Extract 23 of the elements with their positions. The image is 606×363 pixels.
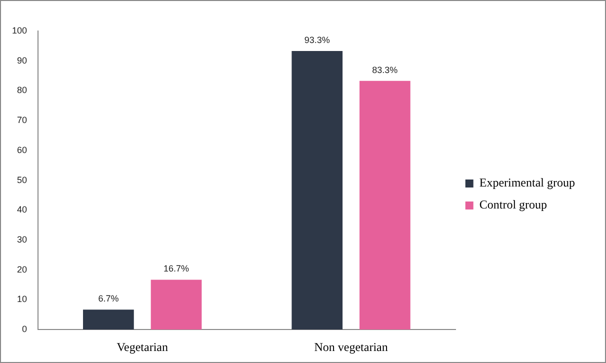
y-tick-label: 80 <box>17 85 28 96</box>
bar <box>360 80 410 330</box>
legend-label: Control group <box>479 198 548 212</box>
x-tick-label: Vegetarian <box>116 340 168 354</box>
y-tick-label: 50 <box>17 174 28 185</box>
bar <box>83 310 134 330</box>
y-tick-label: 100 <box>12 25 28 36</box>
y-tick-label: 0 <box>22 324 28 334</box>
y-tick-label: 30 <box>17 234 28 245</box>
legend-label: Experimental group <box>479 176 576 190</box>
y-tick-label: 70 <box>17 115 28 126</box>
y-tick-label: 20 <box>17 264 28 274</box>
y-tick-label: 10 <box>17 294 28 304</box>
data-label: 93.3% <box>304 34 330 45</box>
data-label: 6.7% <box>98 294 119 304</box>
bar <box>150 280 202 330</box>
x-tick-label: Non vegetarian <box>314 340 388 354</box>
y-tick-label: 90 <box>17 55 28 66</box>
data-label: 83.3% <box>372 64 398 75</box>
y-tick-label: 40 <box>17 204 28 215</box>
data-label: 16.7% <box>163 264 190 274</box>
bar <box>292 51 343 330</box>
y-tick-label: 60 <box>17 144 28 155</box>
